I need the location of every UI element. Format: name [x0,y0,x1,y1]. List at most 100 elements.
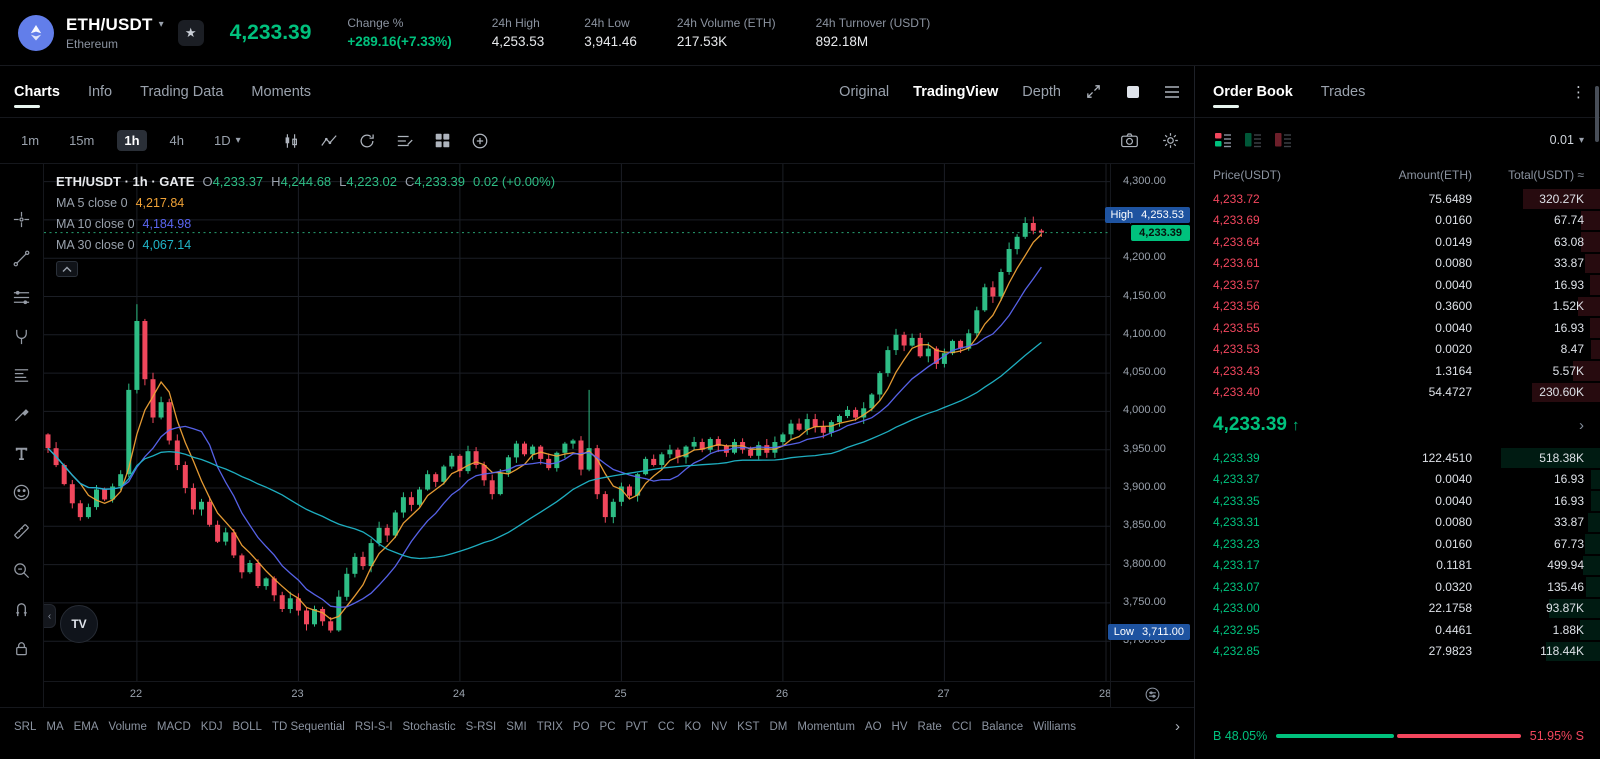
indicator-momentum[interactable]: Momentum [797,720,855,733]
orderbook-ask-row[interactable]: 4,233.55 0.0040 16.93 [1195,317,1600,339]
candle-style-icon[interactable] [282,132,300,150]
indicator-ma[interactable]: MA [46,720,64,733]
timeframe-4h[interactable]: 4h [163,130,191,151]
orderbook-tab-order-book[interactable]: Order Book [1213,68,1293,116]
orderbook-bid-row[interactable]: 4,233.37 0.0040 16.93 [1195,469,1600,491]
orderbook-ask-row[interactable]: 4,233.56 0.3600 1.52K [1195,296,1600,318]
templates-icon[interactable] [396,132,414,150]
indicator-srl[interactable]: SRL [14,720,37,733]
indicator-ko[interactable]: KO [684,720,702,733]
refresh-icon[interactable] [358,132,376,150]
pair-selector[interactable]: ETH/USDT ▾ Ethereum [66,15,164,51]
camera-icon[interactable] [1120,131,1139,150]
timeframe-1h[interactable]: 1h [117,130,147,151]
candlestick-chart[interactable]: ETH/USDT · 1h · GATE O4,233.37 H4,244.68 L… [44,164,1110,681]
orderbook-ask-row[interactable]: 4,233.69 0.0160 67.74 [1195,210,1600,232]
indicator-td-sequential[interactable]: TD Sequential [271,720,345,733]
indicator-volume[interactable]: Volume [108,720,147,733]
fib-retracement-icon[interactable] [11,364,33,386]
timeframe-15m[interactable]: 15m [62,130,101,151]
orderbook-bid-row[interactable]: 4,233.35 0.0040 16.93 [1195,490,1600,512]
tab-moments[interactable]: Moments [251,83,312,100]
orderbook-mode-asks-icon[interactable] [1273,130,1293,150]
timeframe-1m[interactable]: 1m [14,130,46,151]
sidebar-collapse-handle[interactable]: ‹ [44,604,56,628]
layout-grid-icon[interactable] [434,132,451,149]
indicators-icon[interactable] [320,132,338,150]
orderbook-ask-row[interactable]: 4,233.57 0.0040 16.93 [1195,274,1600,296]
indicator-dm[interactable]: DM [769,720,788,733]
indicator-po[interactable]: PO [572,720,590,733]
indicator-kdj[interactable]: KDJ [200,720,223,733]
crosshair-icon[interactable] [11,208,33,230]
page-scrollbar[interactable] [1595,86,1599,142]
axis-settings-corner[interactable] [1110,681,1194,707]
indicator-rate[interactable]: Rate [917,720,942,733]
indicator-rsi-s-i[interactable]: RSI-S-I [354,720,393,733]
view-tab-depth[interactable]: Depth [1022,83,1061,100]
tab-charts[interactable]: Charts [14,68,60,116]
add-indicator-icon[interactable] [471,132,489,150]
fullscreen-icon[interactable] [1085,83,1102,100]
pitchfork-icon[interactable] [11,325,33,347]
orderbook-bid-row[interactable]: 4,233.23 0.0160 67.73 [1195,533,1600,555]
ruler-icon[interactable] [11,520,33,542]
parallel-lines-icon[interactable] [11,286,33,308]
indicator-trix[interactable]: TRIX [536,720,563,733]
text-tool-icon[interactable] [11,442,33,464]
tab-trading-data[interactable]: Trading Data [140,83,224,100]
popup-window-icon[interactable] [1126,85,1140,99]
price-axis[interactable]: 4,300.004,250.004,200.004,150.004,100.00… [1110,164,1194,681]
indicator-williams[interactable]: Williams [1033,720,1077,733]
emoji-tool-icon[interactable] [11,481,33,503]
orderbook-ask-row[interactable]: 4,233.72 75.6489 320.27K [1195,188,1600,210]
view-tab-original[interactable]: Original [839,83,890,100]
indicator-nv[interactable]: NV [711,720,728,733]
indicator-pc[interactable]: PC [599,720,616,733]
trendline-icon[interactable] [11,247,33,269]
indicator-ao[interactable]: AO [864,720,882,733]
orderbook-bid-row[interactable]: 4,232.95 0.4461 1.88K [1195,619,1600,641]
orderbook-ask-row[interactable]: 4,233.61 0.0080 33.87 [1195,253,1600,275]
orderbook-mode-bids-icon[interactable] [1243,130,1263,150]
indicator-macd[interactable]: MACD [156,720,191,733]
orderbook-ask-row[interactable]: 4,233.40 54.4727 230.60K [1195,382,1600,404]
legend-collapse-button[interactable] [56,261,78,277]
orderbook-bid-row[interactable]: 4,233.07 0.0320 135.46 [1195,576,1600,598]
tradingview-logo[interactable]: TV [60,605,98,643]
view-tab-tradingview[interactable]: TradingView [913,83,999,100]
indicator-cci[interactable]: CCI [951,720,972,733]
brush-icon[interactable] [11,403,33,425]
orderbook-bid-row[interactable]: 4,233.39 122.4510 518.38K [1195,447,1600,469]
orderbook-ask-row[interactable]: 4,233.43 1.3164 5.57K [1195,360,1600,382]
orderbook-ask-row[interactable]: 4,233.53 0.0020 8.47 [1195,339,1600,361]
lock-drawings-icon[interactable] [11,637,33,659]
zoom-icon[interactable] [11,559,33,581]
indicator-stochastic[interactable]: Stochastic [402,720,456,733]
legend-symbol[interactable]: ETH/USDT · 1h · GATE [56,174,195,189]
indicator-ema[interactable]: EMA [73,720,99,733]
timeframe-1d[interactable]: 1D ▾ [207,130,248,151]
precision-selector[interactable]: 0.01 ▾ [1550,133,1584,147]
indicator-pvt[interactable]: PVT [625,720,648,733]
panel-menu-icon[interactable] [1164,85,1180,99]
orderbook-bid-row[interactable]: 4,233.17 0.1181 499.94 [1195,555,1600,577]
indicator-smi[interactable]: SMI [506,720,527,733]
tab-info[interactable]: Info [87,83,113,100]
indicator-cc[interactable]: CC [657,720,675,733]
chart-settings-gear-icon[interactable] [1161,131,1180,150]
orderbook-menu-icon[interactable]: ⋮ [1571,83,1586,101]
orderbook-tab-trades[interactable]: Trades [1320,83,1366,100]
favorite-button[interactable]: ★ [177,19,204,46]
indicator-bar-more-icon[interactable]: › [1175,718,1180,735]
indicator-kst[interactable]: KST [737,720,760,733]
orderbook-bid-row[interactable]: 4,233.00 22.1758 93.87K [1195,598,1600,620]
orderbook-bid-row[interactable]: 4,233.31 0.0080 33.87 [1195,512,1600,534]
indicator-hv[interactable]: HV [891,720,908,733]
time-axis[interactable]: 22 23 24 25 26 27 28 [44,681,1110,707]
orderbook-ask-row[interactable]: 4,233.64 0.0149 63.08 [1195,231,1600,253]
indicator-boll[interactable]: BOLL [232,720,262,733]
orderbook-last-price-row[interactable]: 4,233.39 ↑ › [1195,403,1600,447]
magnet-icon[interactable] [11,598,33,620]
indicator-balance[interactable]: Balance [981,720,1024,733]
